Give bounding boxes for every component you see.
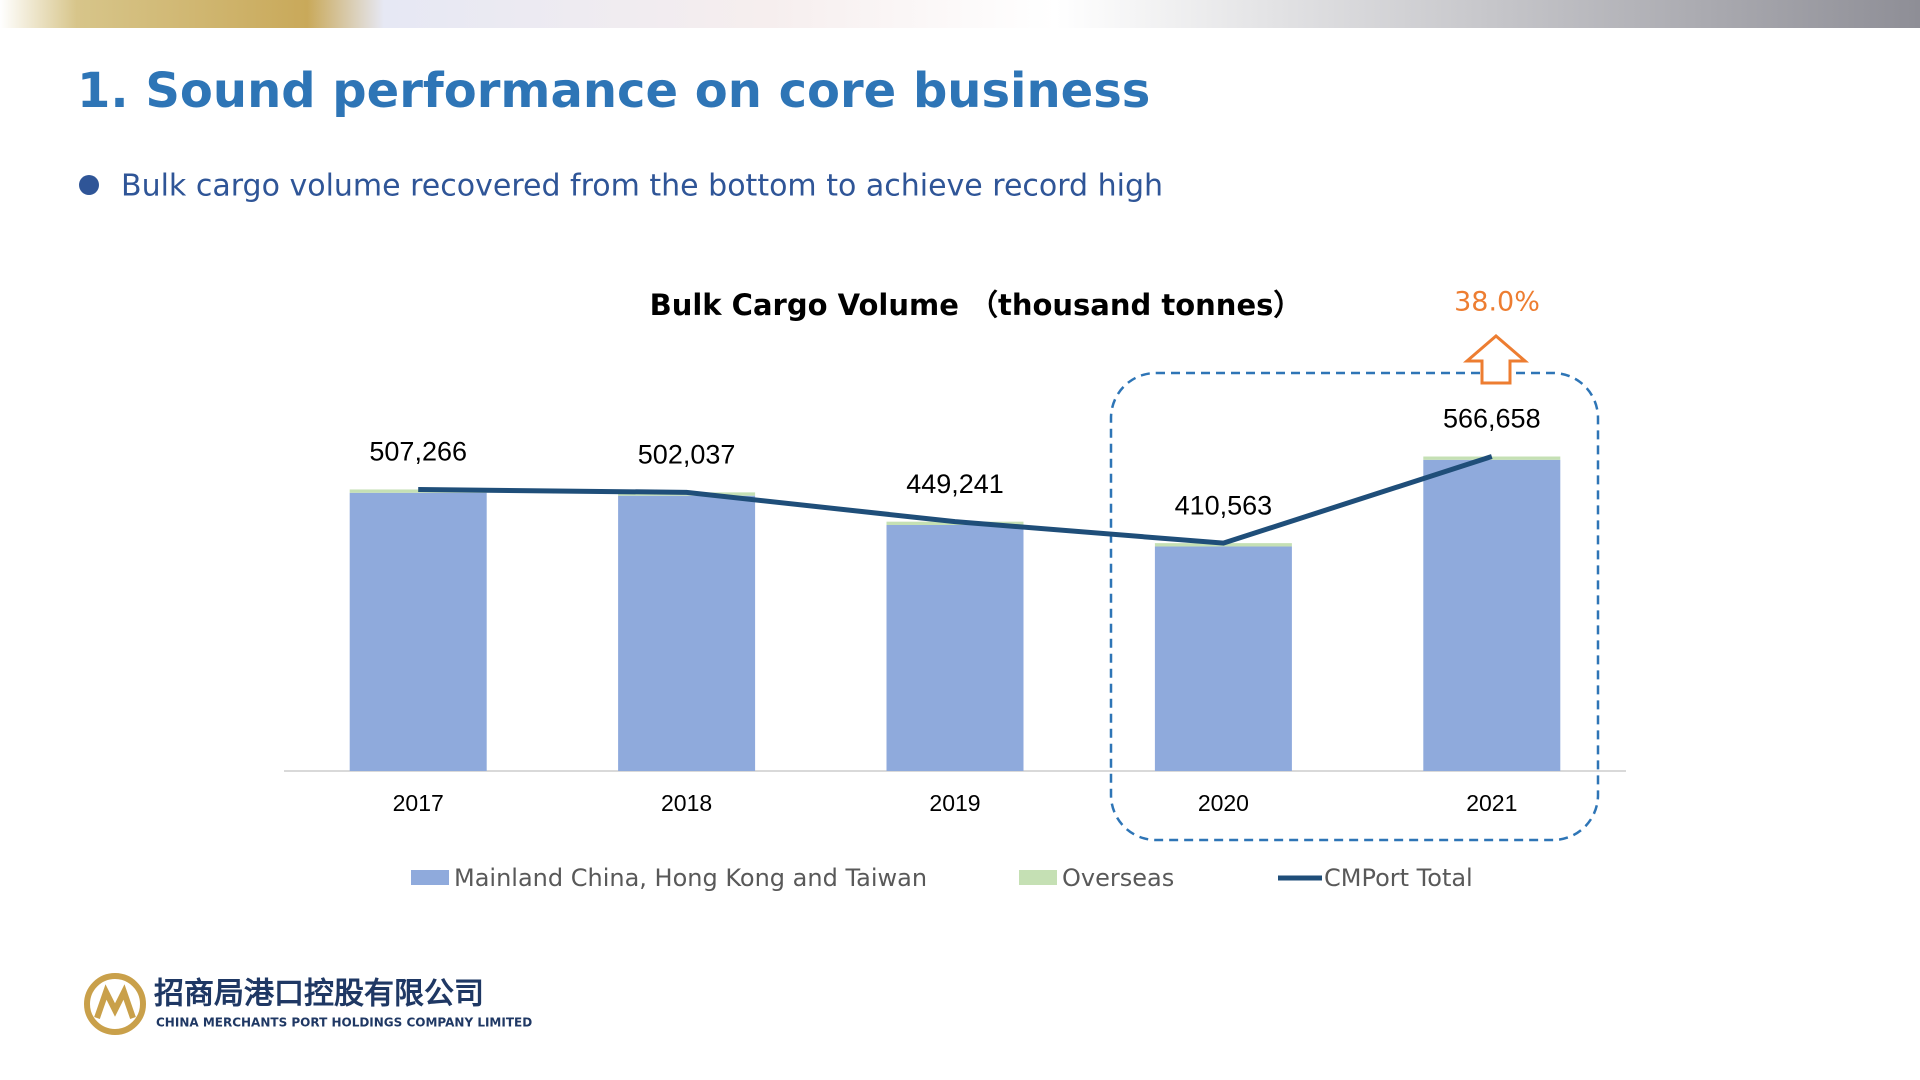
x-tick-label: 2020 xyxy=(1198,790,1249,816)
bar-segment xyxy=(886,525,1024,771)
data-label: 449,241 xyxy=(906,469,1004,499)
x-tick-label: 2021 xyxy=(1466,790,1517,816)
legend-swatch xyxy=(1019,870,1057,885)
bar-segment xyxy=(349,492,487,771)
legend-label: Overseas xyxy=(1062,864,1174,892)
data-label: 507,266 xyxy=(369,437,467,467)
logo-cn: 招商局港口控股有限公司 xyxy=(154,977,484,1012)
bar-segment xyxy=(1423,459,1561,771)
logo-en: CHINA MERCHANTS PORT HOLDINGS COMPANY LI… xyxy=(156,1016,532,1030)
data-label: 502,037 xyxy=(638,439,736,469)
total-line xyxy=(418,454,1493,546)
x-tick-label: 2017 xyxy=(393,790,444,816)
highlight-box xyxy=(1109,371,1600,842)
legend-label: CMPort Total xyxy=(1324,864,1473,892)
legend-swatch xyxy=(411,870,449,885)
x-tick-label: 2018 xyxy=(661,790,712,816)
page-title: 1. Sound performance on core business xyxy=(77,63,1150,119)
up-arrow xyxy=(1462,334,1530,385)
data-label: 566,658 xyxy=(1443,404,1541,434)
logo-ring xyxy=(84,973,146,1035)
growth-annotation: 38.0% xyxy=(1454,287,1540,318)
bullet-dot xyxy=(79,175,99,195)
bullet-text: Bulk cargo volume recovered from the bot… xyxy=(121,169,1163,204)
bar-segment xyxy=(618,495,756,771)
legend-label: Mainland China, Hong Kong and Taiwan xyxy=(454,864,927,892)
chart-title: Bulk Cargo Volume （thousand tonnes） xyxy=(650,288,1303,322)
top-band xyxy=(0,0,1920,28)
logo-m xyxy=(94,984,136,1019)
logo: 招商局港口控股有限公司 CHINA MERCHANTS PORT HOLDING… xyxy=(84,973,532,1035)
bar-segment xyxy=(1154,546,1292,771)
data-label: 410,563 xyxy=(1175,490,1273,520)
x-tick-label: 2019 xyxy=(929,790,980,816)
